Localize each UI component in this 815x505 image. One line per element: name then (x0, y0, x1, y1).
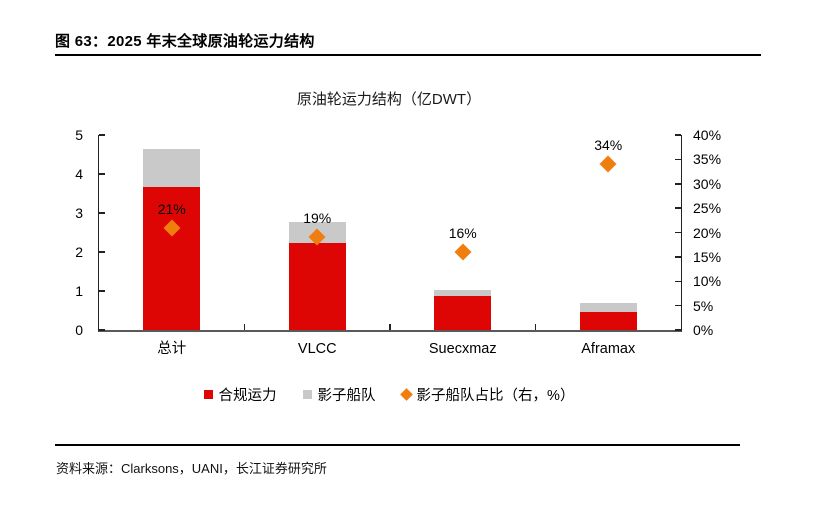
left-axis-tick (99, 134, 105, 136)
legend-marker-square-icon (302, 389, 312, 399)
right-axis-tick (675, 304, 681, 307)
chart-title: 原油轮运力结构（亿DWT） (296, 91, 482, 108)
right-axis-tick (675, 134, 681, 136)
chart-legend: 合规运力 影子船队 影子船队占比（右，%） (98, 384, 680, 404)
left-axis-tick-label: 2 (75, 244, 83, 260)
right-axis-tick-label: 40% (693, 127, 722, 143)
compliant-bar (434, 296, 492, 330)
left-axis-tick (99, 290, 105, 292)
compliant-bar (579, 312, 637, 330)
right-axis-tick (675, 256, 681, 258)
left-axis-tick (99, 212, 105, 214)
chart-plot-area: 0 1 2 3 4 5 0% 5% 10% 15% 20% 25% 30% 35% 40% 21% 总计 19% V… (75, 127, 721, 357)
left-axis-tick-label: 4 (75, 166, 83, 182)
x-axis-category-label: 总计 (157, 341, 187, 357)
legend-item-label: 影子船队占比（右，%） (416, 387, 575, 404)
left-axis-tick-label: 3 (75, 205, 83, 221)
compliant-bar (143, 186, 201, 330)
x-axis-tick (243, 324, 246, 330)
legend-marker-square-icon (203, 389, 213, 399)
right-axis-tick-label: 35% (693, 151, 722, 168)
left-axis-tick-label: 1 (75, 283, 83, 299)
right-axis-tick-label: 30% (693, 175, 722, 192)
left-axis-tick-label: 0 (75, 322, 83, 338)
left-axis-tick-label: 5 (75, 127, 83, 143)
shadow-ratio-diamond (454, 243, 472, 261)
legend-marker-diamond-icon (399, 387, 413, 401)
right-axis-tick (675, 183, 681, 185)
right-axis-tick-label: 0% (693, 322, 714, 338)
shadow-ratio-diamond (599, 155, 617, 173)
legend-item: 合规运力 (203, 384, 277, 405)
x-axis-tick (389, 324, 391, 330)
shadow-bar (143, 149, 201, 187)
x-axis-tick (534, 324, 537, 330)
left-axis-tick (99, 329, 105, 331)
right-axis-tick-label: 25% (693, 200, 722, 217)
right-axis-tick-label: 5% (693, 297, 714, 314)
left-axis-tick (99, 173, 105, 175)
x-axis-category-label: Suecxmaz (428, 341, 497, 357)
right-axis-tick (675, 158, 681, 161)
caption-divider (55, 54, 761, 56)
shadow-ratio-label: 16% (448, 225, 477, 241)
shadow-ratio-label: 34% (594, 137, 623, 154)
right-axis-tick (675, 280, 681, 282)
right-axis-tick-label: 15% (693, 248, 722, 265)
shadow-bar (579, 303, 637, 313)
legend-item: 影子船队占比（右，%） (399, 384, 575, 405)
shadow-ratio-label: 19% (303, 210, 332, 227)
right-axis-tick-label: 10% (693, 273, 722, 290)
left-axis-tick (99, 251, 105, 253)
legend-item-label: 合规运力 (218, 387, 277, 404)
legend-item-label: 影子船队 (317, 387, 376, 404)
right-axis-tick (675, 231, 681, 234)
source-note: 资料来源：Clarksons，UANI，长江证券研究所 (56, 461, 327, 476)
right-axis-tick-label: 20% (693, 224, 722, 241)
legend-item: 影子船队 (302, 384, 376, 405)
right-axis-tick (675, 207, 681, 209)
x-axis-category-label: VLCC (297, 341, 337, 357)
x-axis-category-label: Aframax (581, 341, 636, 357)
compliant-bar (288, 243, 346, 330)
figure-caption: 图 63：2025 年末全球原油轮运力结构 (55, 33, 315, 50)
shadow-ratio-label: 21% (157, 200, 186, 217)
footer-divider (55, 444, 740, 446)
shadow-bar (434, 289, 492, 297)
right-axis-tick (675, 329, 681, 331)
